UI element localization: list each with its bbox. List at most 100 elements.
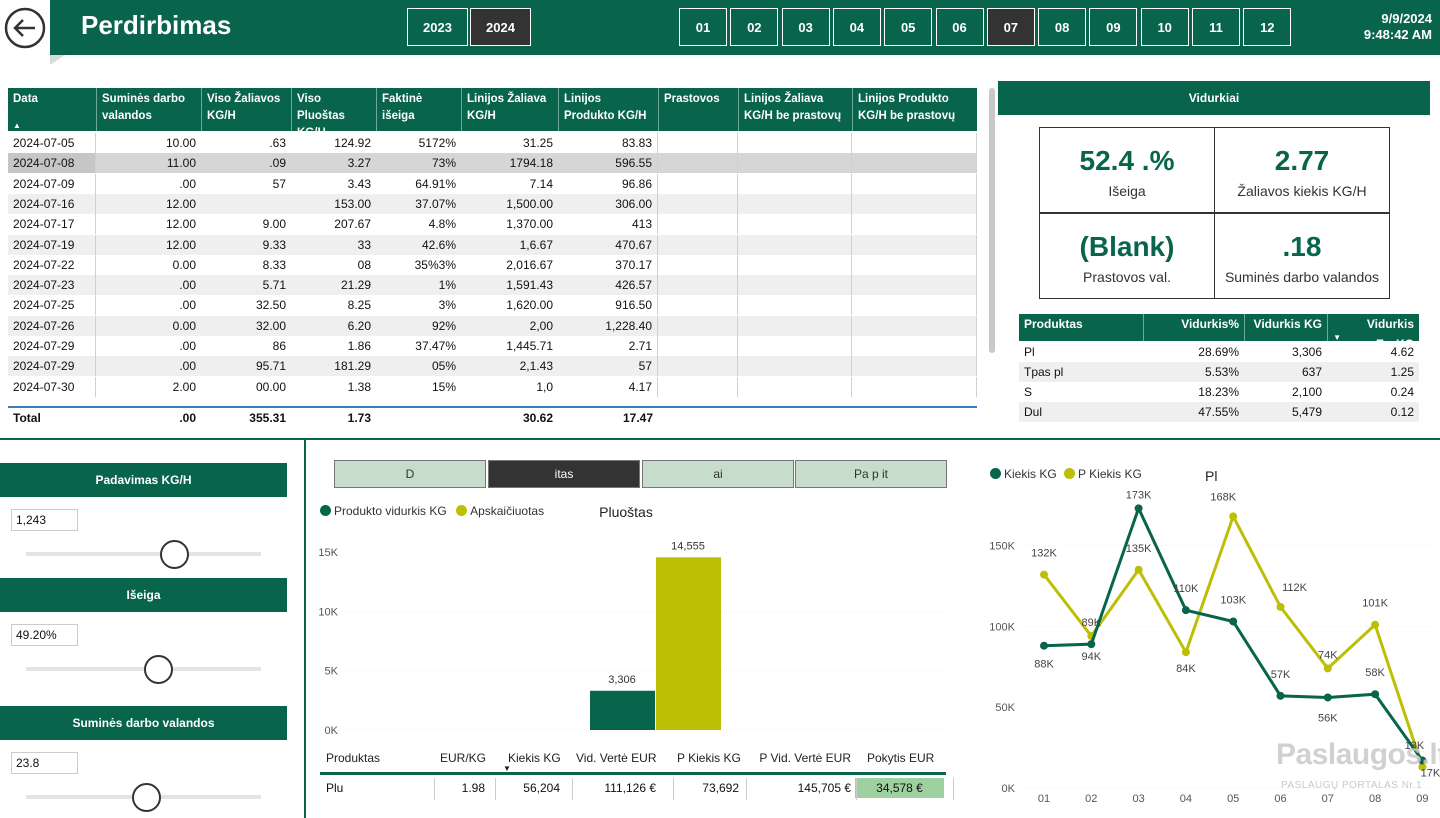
table-cell: 86 (272, 339, 286, 353)
bar-1[interactable] (656, 557, 721, 730)
table-row[interactable]: 2024-07-25 .00 32.50 8.25 3% 1,620.00 916.50 (8, 295, 977, 316)
column-header[interactable]: Prastovos (658, 88, 738, 131)
bar-0[interactable] (590, 690, 655, 730)
slider-track[interactable] (26, 667, 261, 671)
column-header[interactable]: Linijos Produkto KG/H be prastovų (852, 88, 977, 131)
bar-table-column-header[interactable]: Kiekis KG (508, 751, 561, 765)
series-point[interactable] (1418, 756, 1427, 765)
legend-item-product-avg[interactable]: Produkto vidurkis KG (320, 504, 447, 518)
product-row[interactable]: Pl 28.69% 3,306 4.62 (1019, 342, 1419, 362)
table-row[interactable]: 2024-07-26 0.00 32.00 6.20 92% 2,00 1,228.40 (8, 315, 977, 336)
table-row[interactable]: 2024-07-08 11.00 .09 3.27 73% 1794.18 596.55 (8, 153, 977, 174)
column-header[interactable]: Faktinė išeiga (376, 88, 461, 131)
series-point[interactable] (1323, 693, 1332, 702)
slider-value-input[interactable]: 1,243 (11, 509, 78, 531)
table-row[interactable]: 2024-07-23 .00 5.71 21.29 1% 1,591.43 426.57 (8, 275, 977, 296)
table-row[interactable]: 2024-07-22 0.00 8.33 08 35%3% 2,016.67 370.17 (8, 254, 977, 275)
back-button[interactable] (0, 0, 50, 55)
series-point[interactable] (1181, 606, 1190, 615)
point-label: 132K (1031, 548, 1057, 560)
column-header[interactable]: Viso Žaliavos KG/H (201, 88, 291, 131)
y-tick-label: 15K (318, 547, 338, 559)
month-button-10[interactable]: 10 (1140, 8, 1189, 46)
series-point[interactable] (1181, 648, 1190, 657)
bar-table-column-header[interactable]: Produktas (326, 751, 381, 765)
bar-table-separator (434, 778, 435, 800)
product-tab[interactable]: itas (488, 460, 640, 488)
legend-item-p-kiekis[interactable]: P Kiekis KG (1064, 467, 1142, 481)
table-row[interactable]: 2024-07-09 .00 57 3.43 64.91% 7.14 96.86 (8, 173, 977, 194)
bar-table-column-header[interactable]: EUR/KG (440, 751, 487, 765)
bar-table-column-header[interactable]: Pokytis EUR (867, 751, 935, 765)
column-header[interactable]: Linijos Žaliava KG/H be prastovų (738, 88, 852, 131)
month-button-04[interactable]: 04 (832, 8, 881, 46)
product-column-header[interactable]: Vidurkis% (1143, 314, 1244, 341)
series-point[interactable] (1229, 617, 1238, 626)
product-row[interactable]: S 18.23% 2,100 0.24 (1019, 382, 1419, 402)
year-button-2024[interactable]: 2024 (470, 8, 531, 46)
month-button-05[interactable]: 05 (884, 8, 933, 46)
slider-thumb[interactable] (160, 540, 190, 569)
column-header[interactable]: Suminės darbo valandos (96, 88, 201, 131)
series-point[interactable] (1371, 620, 1380, 629)
product-row[interactable]: Tpas pl 5.53% 637 1.25 (1019, 362, 1419, 382)
product-row[interactable]: Dul 47.55% 5,479 0.12 (1019, 402, 1419, 422)
table-row[interactable]: 2024-07-05 10.00 .63 124.92 5172% 31.25 83.83 (8, 133, 977, 153)
slider-value-input[interactable]: 23.8 (11, 752, 78, 774)
month-button-08[interactable]: 08 (1038, 8, 1087, 46)
product-column-header[interactable]: Produktas (1019, 314, 1143, 341)
month-button-07[interactable]: 07 (986, 8, 1035, 46)
slider-thumb[interactable] (143, 655, 173, 684)
series-point[interactable] (1134, 504, 1143, 513)
month-button-03[interactable]: 03 (781, 8, 830, 46)
table-row[interactable]: 2024-07-29 .00 86 1.86 37.47% 1,445.71 2.71 (8, 336, 977, 356)
month-button-06[interactable]: 06 (935, 8, 984, 46)
product-tab[interactable]: ai (642, 460, 794, 488)
table-row[interactable]: 2024-07-19 12.00 9.33 33 42.6% 1,6.67 470.67 (8, 234, 977, 255)
legend-item-kiekis[interactable]: Kiekis KG (990, 467, 1057, 481)
legend-item-calculated[interactable]: Apskaičiuotas (456, 504, 544, 518)
product-column-header[interactable]: Vidurkis EurKG ▼ (1327, 314, 1419, 351)
month-button-11[interactable]: 11 (1192, 8, 1240, 46)
bar-table-column-header[interactable]: P Vid. Vertė EUR (759, 751, 851, 765)
table-cell (658, 234, 738, 255)
month-button-02[interactable]: 02 (730, 8, 779, 46)
column-header[interactable]: Viso Pluoštas KG/H (291, 88, 376, 139)
table-scrollbar[interactable] (989, 88, 995, 353)
slider-value-input[interactable]: 49.20% (11, 624, 78, 646)
table-cell: .00 (179, 339, 196, 353)
slider-thumb[interactable] (131, 783, 161, 812)
year-button-2023[interactable]: 2023 (407, 8, 468, 46)
month-button-09[interactable]: 09 (1089, 8, 1138, 46)
series-point[interactable] (1371, 690, 1380, 699)
column-header[interactable]: Linijos Produkto KG/H (558, 88, 658, 131)
slider-track[interactable] (26, 552, 261, 556)
series-point[interactable] (1323, 664, 1332, 673)
month-button-12[interactable]: 12 (1243, 8, 1292, 46)
month-button-01[interactable]: 01 (679, 8, 727, 46)
column-header[interactable]: Data ▲ (8, 88, 96, 131)
bar-table-column-header[interactable]: Vid. Vertė EUR (576, 751, 657, 765)
product-tab[interactable]: D (334, 460, 486, 488)
series-point[interactable] (1134, 565, 1143, 574)
product-column-header[interactable]: Vidurkis KG (1244, 314, 1327, 341)
column-header[interactable]: Linijos Žaliava KG/H (461, 88, 558, 131)
table-row[interactable]: 2024-07-17 12.00 9.00 207.67 4.8% 1,370.00 413 (8, 214, 977, 235)
series-point[interactable] (1276, 691, 1285, 700)
table-cell: 4.17 (558, 376, 658, 397)
table-cell: 4.8% (428, 217, 456, 232)
table-row[interactable]: 2024-07-16 12.00 153.00 37.07% 1,500.00 306.0… (8, 193, 977, 214)
series-point[interactable] (1418, 762, 1427, 771)
table-row[interactable]: 2024-07-30 2.00 00.00 1.38 15% 1,0 4.17 (8, 376, 977, 397)
bar-table-row[interactable]: Plu 1.98 56,204 111,126 € 73,692 145,705 € 34,… (320, 778, 946, 800)
bar-table-column-header[interactable]: P Kiekis KG (677, 751, 741, 765)
table-row[interactable]: 2024-07-29 .00 95.71 181.29 05% 2,1.43 57 (8, 356, 977, 377)
series-point[interactable] (1040, 641, 1048, 650)
table-cell (852, 315, 977, 336)
series-point[interactable] (1276, 602, 1285, 611)
product-tab[interactable]: Pa p it (795, 460, 947, 488)
series-line-1[interactable] (1042, 512, 1424, 768)
series-point[interactable] (1087, 640, 1096, 649)
series-point[interactable] (1229, 512, 1238, 521)
series-point[interactable] (1040, 570, 1048, 579)
